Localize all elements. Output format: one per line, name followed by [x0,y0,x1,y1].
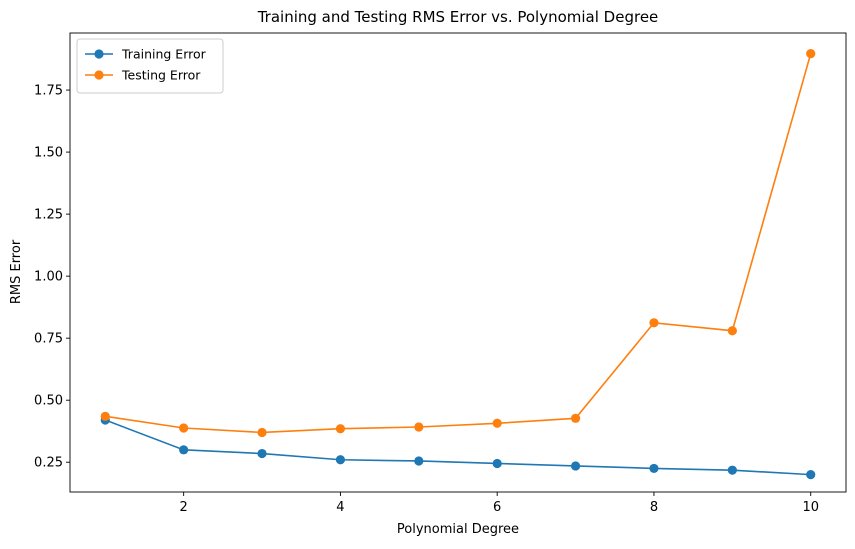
series-line-training-error [104,419,811,476]
data-point-testing-error [727,326,737,336]
y-tick-label: 0.50 [34,394,63,409]
data-point-testing-error [414,422,424,432]
x-tick-label: 10 [802,500,819,515]
x-tick-label: 6 [493,500,501,515]
x-tick-label: 4 [336,500,344,515]
y-tick-label: 1.00 [34,270,63,285]
legend-box [76,38,224,94]
legend-swatch-marker-training-error [94,49,104,59]
chart-title: Training and Testing RMS Error vs. Polyn… [257,8,659,26]
axis-ticks: 2 4 6 8 10 0.25 0.50 0.75 1.00 1.25 1.50 1.75 [34,84,819,515]
plot-area-frame [69,32,847,493]
data-point-training-error [649,463,659,474]
x-axis-label: Polynomial Degree [397,522,519,537]
y-tick-label: 0.25 [34,456,63,471]
data-point-testing-error [257,427,267,438]
series-testing-error [100,48,816,438]
y-tick-label: 1.25 [34,208,63,223]
x-tick-label: 2 [180,500,188,515]
data-point-testing-error [100,411,110,421]
data-point-testing-error [570,413,581,423]
legend-swatch-marker-testing-error [94,70,104,80]
data-point-training-error [806,470,816,480]
y-axis-label: RMS Error [9,239,24,304]
data-point-training-error [570,461,581,471]
data-point-training-error [414,456,424,466]
y-tick-label: 0.75 [34,332,63,347]
data-point-testing-error [335,424,346,434]
series-line-testing-error [105,53,812,434]
legend-label-training-error: Training Error [121,47,207,62]
data-point-testing-error [806,48,816,59]
data-point-training-error [727,465,737,475]
data-point-testing-error [649,318,659,328]
data-point-training-error [492,458,502,469]
data-point-training-error [257,448,267,459]
y-tick-label: 1.75 [34,84,63,99]
y-tick-label: 1.50 [34,146,63,161]
data-point-testing-error [179,423,189,433]
legend: Training Error Testing Error [76,38,224,94]
data-point-training-error [179,445,189,455]
legend-label-testing-error: Testing Error [121,68,201,83]
x-tick-label: 8 [650,500,658,515]
plot-series [100,48,816,480]
data-point-training-error [335,455,346,465]
data-point-testing-error [492,418,502,428]
